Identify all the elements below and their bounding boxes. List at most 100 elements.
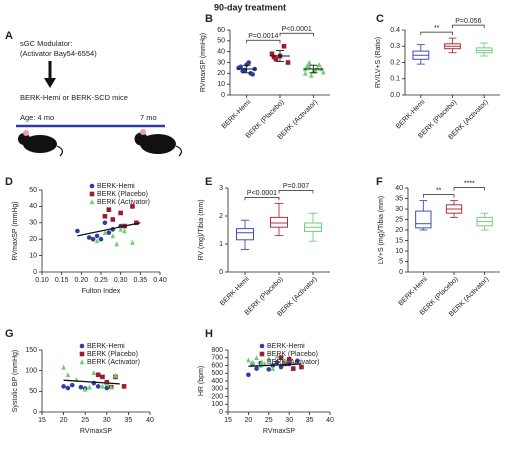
y-tick-label: 40 <box>29 203 37 210</box>
y-tick-label: 50 <box>29 187 37 194</box>
box <box>415 210 432 229</box>
panel-g: G 0 50 100 150 Systolic BP (mmHg) 15 20 25 30 35 40… <box>5 328 154 435</box>
x-tick-label: 30 <box>103 417 111 424</box>
x-tick-label: 25 <box>265 417 273 424</box>
y-axis-label: RV (mg)/Tibia (mm) <box>198 199 205 260</box>
point <box>254 366 259 371</box>
y-tick-label: 20 <box>217 70 225 77</box>
y-tick-label: 2 <box>219 213 223 220</box>
y-tick-label: 100 <box>25 368 37 375</box>
trend-line <box>248 363 302 367</box>
y-tick-label: 1 <box>219 241 223 248</box>
y-tick-label: 0 <box>33 269 37 276</box>
x-tick-label: 0.10 <box>35 277 49 284</box>
error-bar <box>276 50 284 62</box>
legend-marker <box>79 343 85 349</box>
point <box>285 60 291 65</box>
y-tick-label: 50 <box>217 38 225 45</box>
point <box>61 384 66 389</box>
point <box>118 210 123 216</box>
point <box>95 384 101 389</box>
y-tick-label: 20 <box>29 236 37 243</box>
x-tick-label: 15 <box>38 417 46 424</box>
annotation: P<0.0001 <box>282 26 312 33</box>
legend-marker <box>79 359 85 365</box>
x-tick-label: 20 <box>60 417 68 424</box>
x-tick-label: 0.15 <box>55 277 69 284</box>
x-tick-label: 0.30 <box>114 277 128 284</box>
point <box>108 384 114 390</box>
point <box>317 61 322 67</box>
point <box>106 207 112 212</box>
error-bar <box>242 64 251 74</box>
x-tick-label: 0.25 <box>94 277 108 284</box>
annotation: P=0.0014 <box>248 33 278 40</box>
point <box>321 69 326 75</box>
point <box>270 365 276 371</box>
point <box>110 217 116 222</box>
point <box>87 384 92 390</box>
y-tick-label: 0 <box>33 409 37 416</box>
y-tick-label: 30 <box>29 220 37 227</box>
significance-bracket <box>420 31 453 36</box>
legend-label: BERK( Activator) <box>267 359 320 366</box>
panel-letter: B <box>205 13 213 25</box>
x-tick-label: 0.35 <box>134 277 148 284</box>
point <box>303 70 308 76</box>
point <box>250 359 255 365</box>
point <box>246 372 251 378</box>
point <box>281 43 287 49</box>
panel-letter: D <box>5 176 13 188</box>
y-tick-label: 10 <box>29 252 37 259</box>
point <box>307 59 312 65</box>
point <box>274 360 280 365</box>
point <box>61 364 66 370</box>
y-tick-label: 3 <box>219 185 223 192</box>
significance-bracket <box>422 194 455 198</box>
y-tick-label: 20 <box>395 227 403 234</box>
point <box>98 236 104 242</box>
annotation: ** <box>436 187 442 194</box>
point <box>278 364 284 370</box>
point <box>254 355 259 361</box>
point <box>100 374 105 380</box>
y-tick-label: 150 <box>25 347 37 354</box>
y-tick-label: 5 <box>399 258 403 265</box>
legend-label: BERK (Activator) <box>87 359 140 366</box>
panel-d: D 0 10 20 30 40 50 RVmaxSP (mmHg) 0.10 0.15 0.20 0.… <box>5 176 167 295</box>
legend-marker <box>79 351 85 357</box>
annotation: P=0.007 <box>283 183 309 190</box>
significance-bracket <box>453 187 486 191</box>
mouse-icon <box>134 129 182 157</box>
point <box>94 238 100 244</box>
x-tick-label: 30 <box>285 417 293 424</box>
point <box>102 229 108 235</box>
point <box>114 241 120 247</box>
legend-label: BERK (Activator) <box>97 199 150 206</box>
x-tick-label: 40 <box>146 417 154 424</box>
significance-bracket <box>244 197 280 201</box>
trend-line <box>63 379 120 385</box>
panel-f: F 0 5 10 15 20 25 30 35 40 LV+S (mg)/Tibia (mm) BER… <box>376 176 500 318</box>
legend-label: BERK (Placebo) <box>87 351 138 358</box>
y-tick-label: 700 <box>211 355 223 362</box>
point <box>90 236 96 242</box>
y-tick-label: 0 <box>219 409 223 416</box>
legend-marker <box>259 359 265 365</box>
point <box>299 364 304 370</box>
panel-a: A sGC Modulator: (Activator Bay54-6554) … <box>5 30 182 157</box>
y-tick-label: 50 <box>29 388 37 395</box>
y-tick-label: 30 <box>217 59 225 66</box>
point <box>95 372 101 378</box>
legend-marker <box>259 351 265 357</box>
y-tick-label: 10 <box>395 248 403 255</box>
point <box>106 230 112 235</box>
point <box>266 367 272 372</box>
point <box>104 385 110 391</box>
annotation: ** <box>434 25 440 32</box>
panel-letter: G <box>5 328 14 340</box>
compound-label: (Activator Bay54-6554) <box>20 49 97 58</box>
mouse-icon <box>18 130 63 157</box>
panel-letter: H <box>205 328 213 340</box>
